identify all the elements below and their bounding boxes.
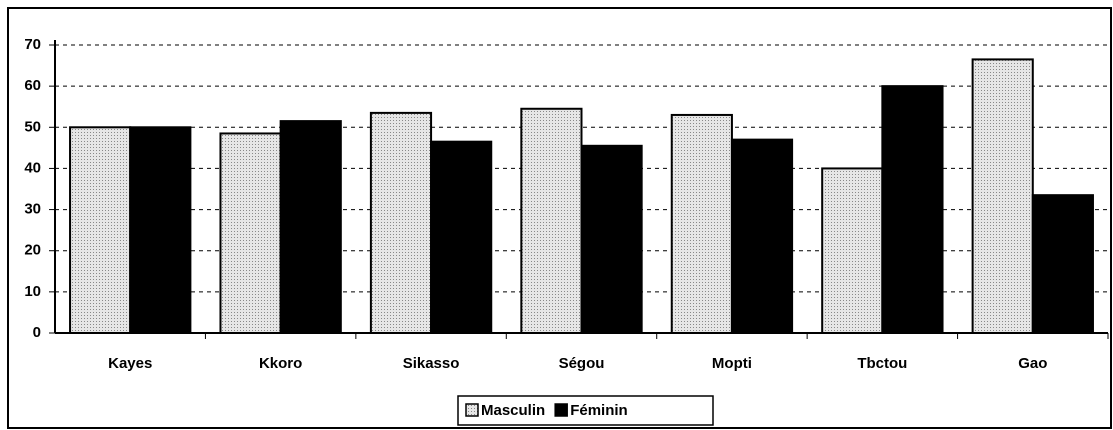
bar (821, 167, 884, 334)
x-tick-label: Ségou (559, 355, 605, 372)
bar (580, 144, 643, 334)
bar (730, 138, 794, 334)
y-tick-label: 40 (24, 159, 41, 176)
legend-label: Masculin (481, 402, 545, 419)
chart-frame (7, 7, 1112, 429)
y-tick-label: 50 (24, 118, 41, 135)
x-tick-label: Sikasso (403, 355, 460, 372)
y-tick-label: 60 (24, 77, 41, 94)
bar (129, 126, 192, 334)
y-tick-label: 30 (24, 201, 41, 218)
legend-swatch (554, 403, 568, 417)
bar (971, 58, 1034, 335)
x-tick-label: Gao (1018, 355, 1047, 372)
y-tick-label: 70 (24, 36, 41, 53)
x-tick-label: Mopti (712, 355, 752, 372)
y-tick-label: 0 (33, 324, 41, 341)
bar (69, 126, 132, 334)
bar (520, 107, 583, 335)
legend (457, 395, 714, 426)
x-tick-label: Kkoro (259, 355, 302, 372)
y-tick-label: 20 (24, 242, 41, 259)
bar (369, 111, 433, 334)
bar (279, 120, 342, 334)
x-tick-label: Tbctou (857, 355, 907, 372)
bar (670, 113, 733, 334)
y-tick-label: 10 (24, 283, 41, 300)
bar (881, 85, 944, 335)
x-tick-label: Kayes (108, 355, 152, 372)
legend-swatch (465, 403, 479, 417)
bar (219, 132, 282, 334)
bar (1031, 194, 1094, 334)
legend-label: Féminin (570, 402, 628, 419)
bar (430, 140, 493, 334)
